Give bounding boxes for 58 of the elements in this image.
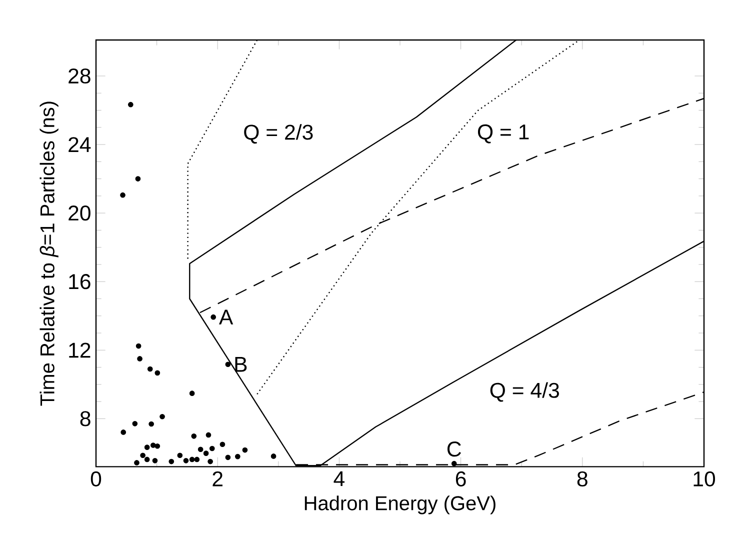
point [194, 456, 200, 462]
point [144, 456, 150, 462]
point [135, 176, 141, 182]
x-tick-label: 8 [577, 471, 588, 486]
annotation: C [448, 442, 462, 457]
point [234, 454, 240, 460]
point [168, 458, 174, 464]
point [270, 454, 276, 459]
point [191, 433, 197, 439]
point [120, 192, 126, 198]
y-axis-title: Time Relative to β=1 Particles (ns) [40, 102, 58, 406]
annotation: Q = 1 [478, 124, 529, 144]
annotation: Q = 4/3 [490, 382, 559, 402]
point [136, 343, 142, 349]
x-tick-label: 2 [212, 471, 222, 486]
point [152, 458, 158, 464]
point [148, 421, 154, 427]
point [150, 442, 156, 448]
point [208, 458, 213, 464]
point [198, 446, 204, 452]
point [137, 356, 142, 362]
point [120, 430, 126, 435]
point [147, 366, 153, 372]
annotation: B [235, 357, 247, 372]
point [144, 444, 150, 450]
point [128, 102, 134, 108]
point [242, 447, 248, 453]
point [160, 414, 165, 420]
point [154, 370, 160, 376]
point [203, 450, 209, 456]
y-tick-label: 20 [68, 206, 90, 221]
y-tick-label: 12 [69, 342, 90, 358]
point [177, 452, 183, 458]
point [140, 452, 146, 458]
point [134, 460, 140, 466]
x-tick-label: 4 [334, 471, 344, 486]
point [225, 454, 231, 460]
y-tick-label: 28 [68, 68, 90, 84]
x-axis-title: Hadron Energy (GeV) [304, 496, 496, 514]
x-tick-label: 6 [456, 471, 466, 486]
point [189, 456, 195, 462]
x-tick-label: 0 [90, 471, 102, 486]
point [451, 460, 457, 466]
point [132, 420, 138, 426]
x-tick-label: 10 [694, 471, 716, 486]
annotation: Q = 2/3 [244, 124, 313, 144]
point [189, 390, 195, 396]
y-tick-label: 16 [69, 274, 90, 290]
y-tick-label: 8 [80, 411, 90, 426]
point [209, 446, 215, 452]
point [206, 432, 212, 438]
y-tick-label: 24 [68, 137, 91, 152]
point [183, 458, 189, 464]
point [220, 442, 226, 448]
point [154, 443, 160, 449]
point [225, 362, 231, 368]
annotation: A [218, 310, 234, 324]
point [210, 314, 216, 320]
